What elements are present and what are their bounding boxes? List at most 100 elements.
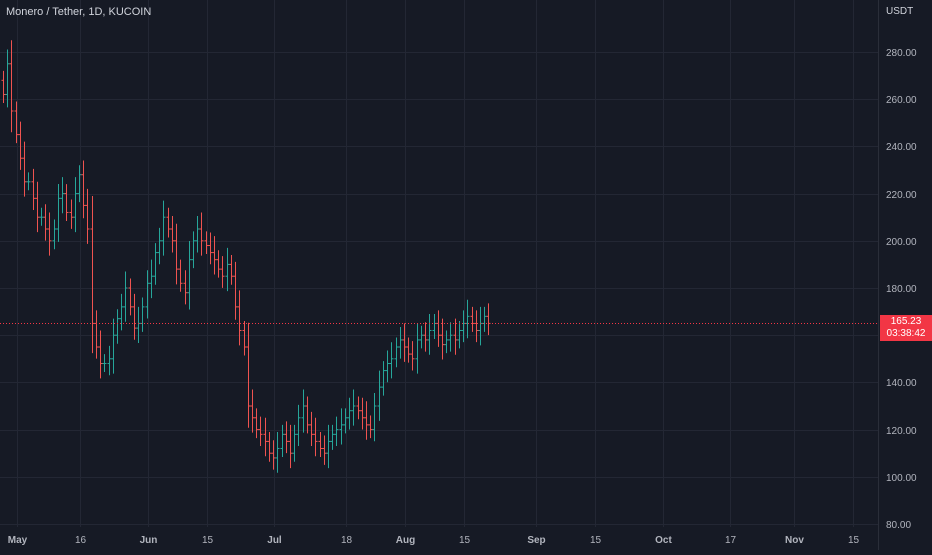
ohlc-bar: [258, 416, 263, 447]
chart-title: Monero / Tether, 1D, KUCOIN: [6, 6, 152, 18]
ohlc-bar: [145, 270, 150, 319]
ohlc-bar: [385, 350, 390, 383]
ohlc-bar: [322, 435, 327, 465]
ohlc-bar: [318, 431, 323, 457]
ohlc-bar: [280, 424, 285, 457]
ohlc-bar: [453, 318, 458, 355]
ohlc-bar: [402, 323, 407, 362]
ohlc-bar: [356, 396, 361, 420]
ohlc-bar: [330, 424, 335, 450]
x-tick-label: 15: [848, 535, 860, 546]
ohlc-bar: [457, 321, 462, 349]
ohlc-bar: [372, 393, 377, 442]
x-tick-label: Sep: [527, 535, 545, 546]
x-tick-label: May: [8, 535, 28, 546]
ohlc-bar: [364, 401, 369, 440]
x-tick-label: 17: [725, 535, 737, 546]
ohlc-bar: [275, 431, 280, 473]
ohlc-bar: [18, 121, 23, 170]
y-tick-label: 260.00: [886, 95, 917, 106]
ohlc-bar: [77, 165, 82, 203]
ohlc-bar: [204, 231, 209, 255]
ohlc-bar: [14, 101, 19, 144]
ohlc-bar: [381, 361, 386, 396]
x-tick-label: 16: [75, 535, 87, 546]
last-price-label: 165.23 03:38:42: [880, 315, 932, 341]
ohlc-bar: [288, 424, 293, 469]
ohlc-bar: [174, 223, 179, 285]
ohlc-bar: [132, 293, 137, 340]
x-tick-label: Aug: [396, 535, 415, 546]
ohlc-bar: [39, 207, 44, 226]
ohlc-bar: [47, 212, 52, 256]
ohlc-bar: [440, 318, 445, 360]
ohlc-bar: [389, 342, 394, 379]
x-tick-label: 15: [590, 535, 602, 546]
x-tick-label: Jun: [140, 535, 158, 546]
ohlc-bar: [326, 424, 331, 469]
ohlc-bar: [296, 404, 301, 447]
ohlc-bar: [187, 241, 192, 310]
ohlc-bar: [85, 188, 90, 244]
x-tick-label: 15: [202, 535, 214, 546]
ohlc-bar: [368, 415, 373, 439]
ohlc-bar: [313, 417, 318, 457]
ohlc-bar: [263, 417, 268, 457]
ohlc-bar: [284, 421, 289, 454]
ohlc-bar: [60, 177, 65, 214]
ohlc-bar: [427, 313, 432, 355]
ohlc-bar: [229, 254, 234, 285]
ohlc-bar: [119, 293, 124, 331]
ohlc-bar: [301, 389, 306, 433]
ohlc-bar: [107, 345, 112, 376]
ohlc-bar: [410, 341, 415, 371]
ohlc-bar: [360, 397, 365, 430]
y-tick-label: 220.00: [886, 190, 917, 201]
ohlc-bar: [69, 199, 74, 229]
ohlc-bar: [157, 227, 162, 265]
ohlc-bar: [237, 290, 242, 346]
y-tick-label: 80.00: [886, 520, 911, 531]
candle-countdown: 03:38:42: [886, 328, 926, 339]
ohlc-bar: [161, 200, 166, 256]
x-tick-label: Nov: [785, 535, 804, 546]
ohlc-bar: [128, 278, 133, 316]
ohlc-bar: [339, 408, 344, 445]
ohlc-bar: [423, 322, 428, 352]
ohlc-bar: [448, 322, 453, 352]
x-tick-label: 15: [459, 535, 471, 546]
ohlc-bar: [81, 160, 86, 219]
last-price-value: 165.23: [890, 316, 922, 327]
y-tick-label: 200.00: [886, 237, 917, 248]
ohlc-bar: [26, 172, 31, 191]
ohlc-bar: [56, 184, 61, 242]
ohlc-bar: [178, 259, 183, 292]
y-tick-label: 240.00: [886, 142, 917, 153]
ohlc-bar: [347, 397, 352, 430]
ohlc-bar: [170, 216, 175, 253]
x-tick-label: Jul: [267, 535, 282, 546]
ohlc-bar: [43, 204, 48, 241]
ohlc-bar: [334, 416, 339, 447]
ohlc-bar: [183, 270, 188, 305]
ohlc-bar: [419, 325, 424, 349]
ohlc-bar: [271, 440, 276, 470]
ohlc-bar: [292, 424, 297, 462]
ohlc-bar: [208, 232, 213, 265]
currency-label: USDT: [886, 6, 914, 17]
ohlc-bar: [1, 70, 6, 103]
ohlc-bar: [233, 261, 238, 320]
ohlc-bar: [212, 236, 217, 275]
ohlc-bar: [9, 40, 14, 133]
y-tick-label: 280.00: [886, 48, 917, 59]
ohlc-bar: [191, 231, 196, 269]
ohlc-bar: [5, 49, 10, 108]
ohlc-bar: [309, 411, 314, 447]
ohlc-bar: [199, 212, 204, 256]
ohlc-bar: [305, 396, 310, 434]
ohlc-bar: [394, 337, 399, 368]
y-tick-label: 140.00: [886, 378, 917, 389]
ohlc-bar: [98, 330, 103, 379]
